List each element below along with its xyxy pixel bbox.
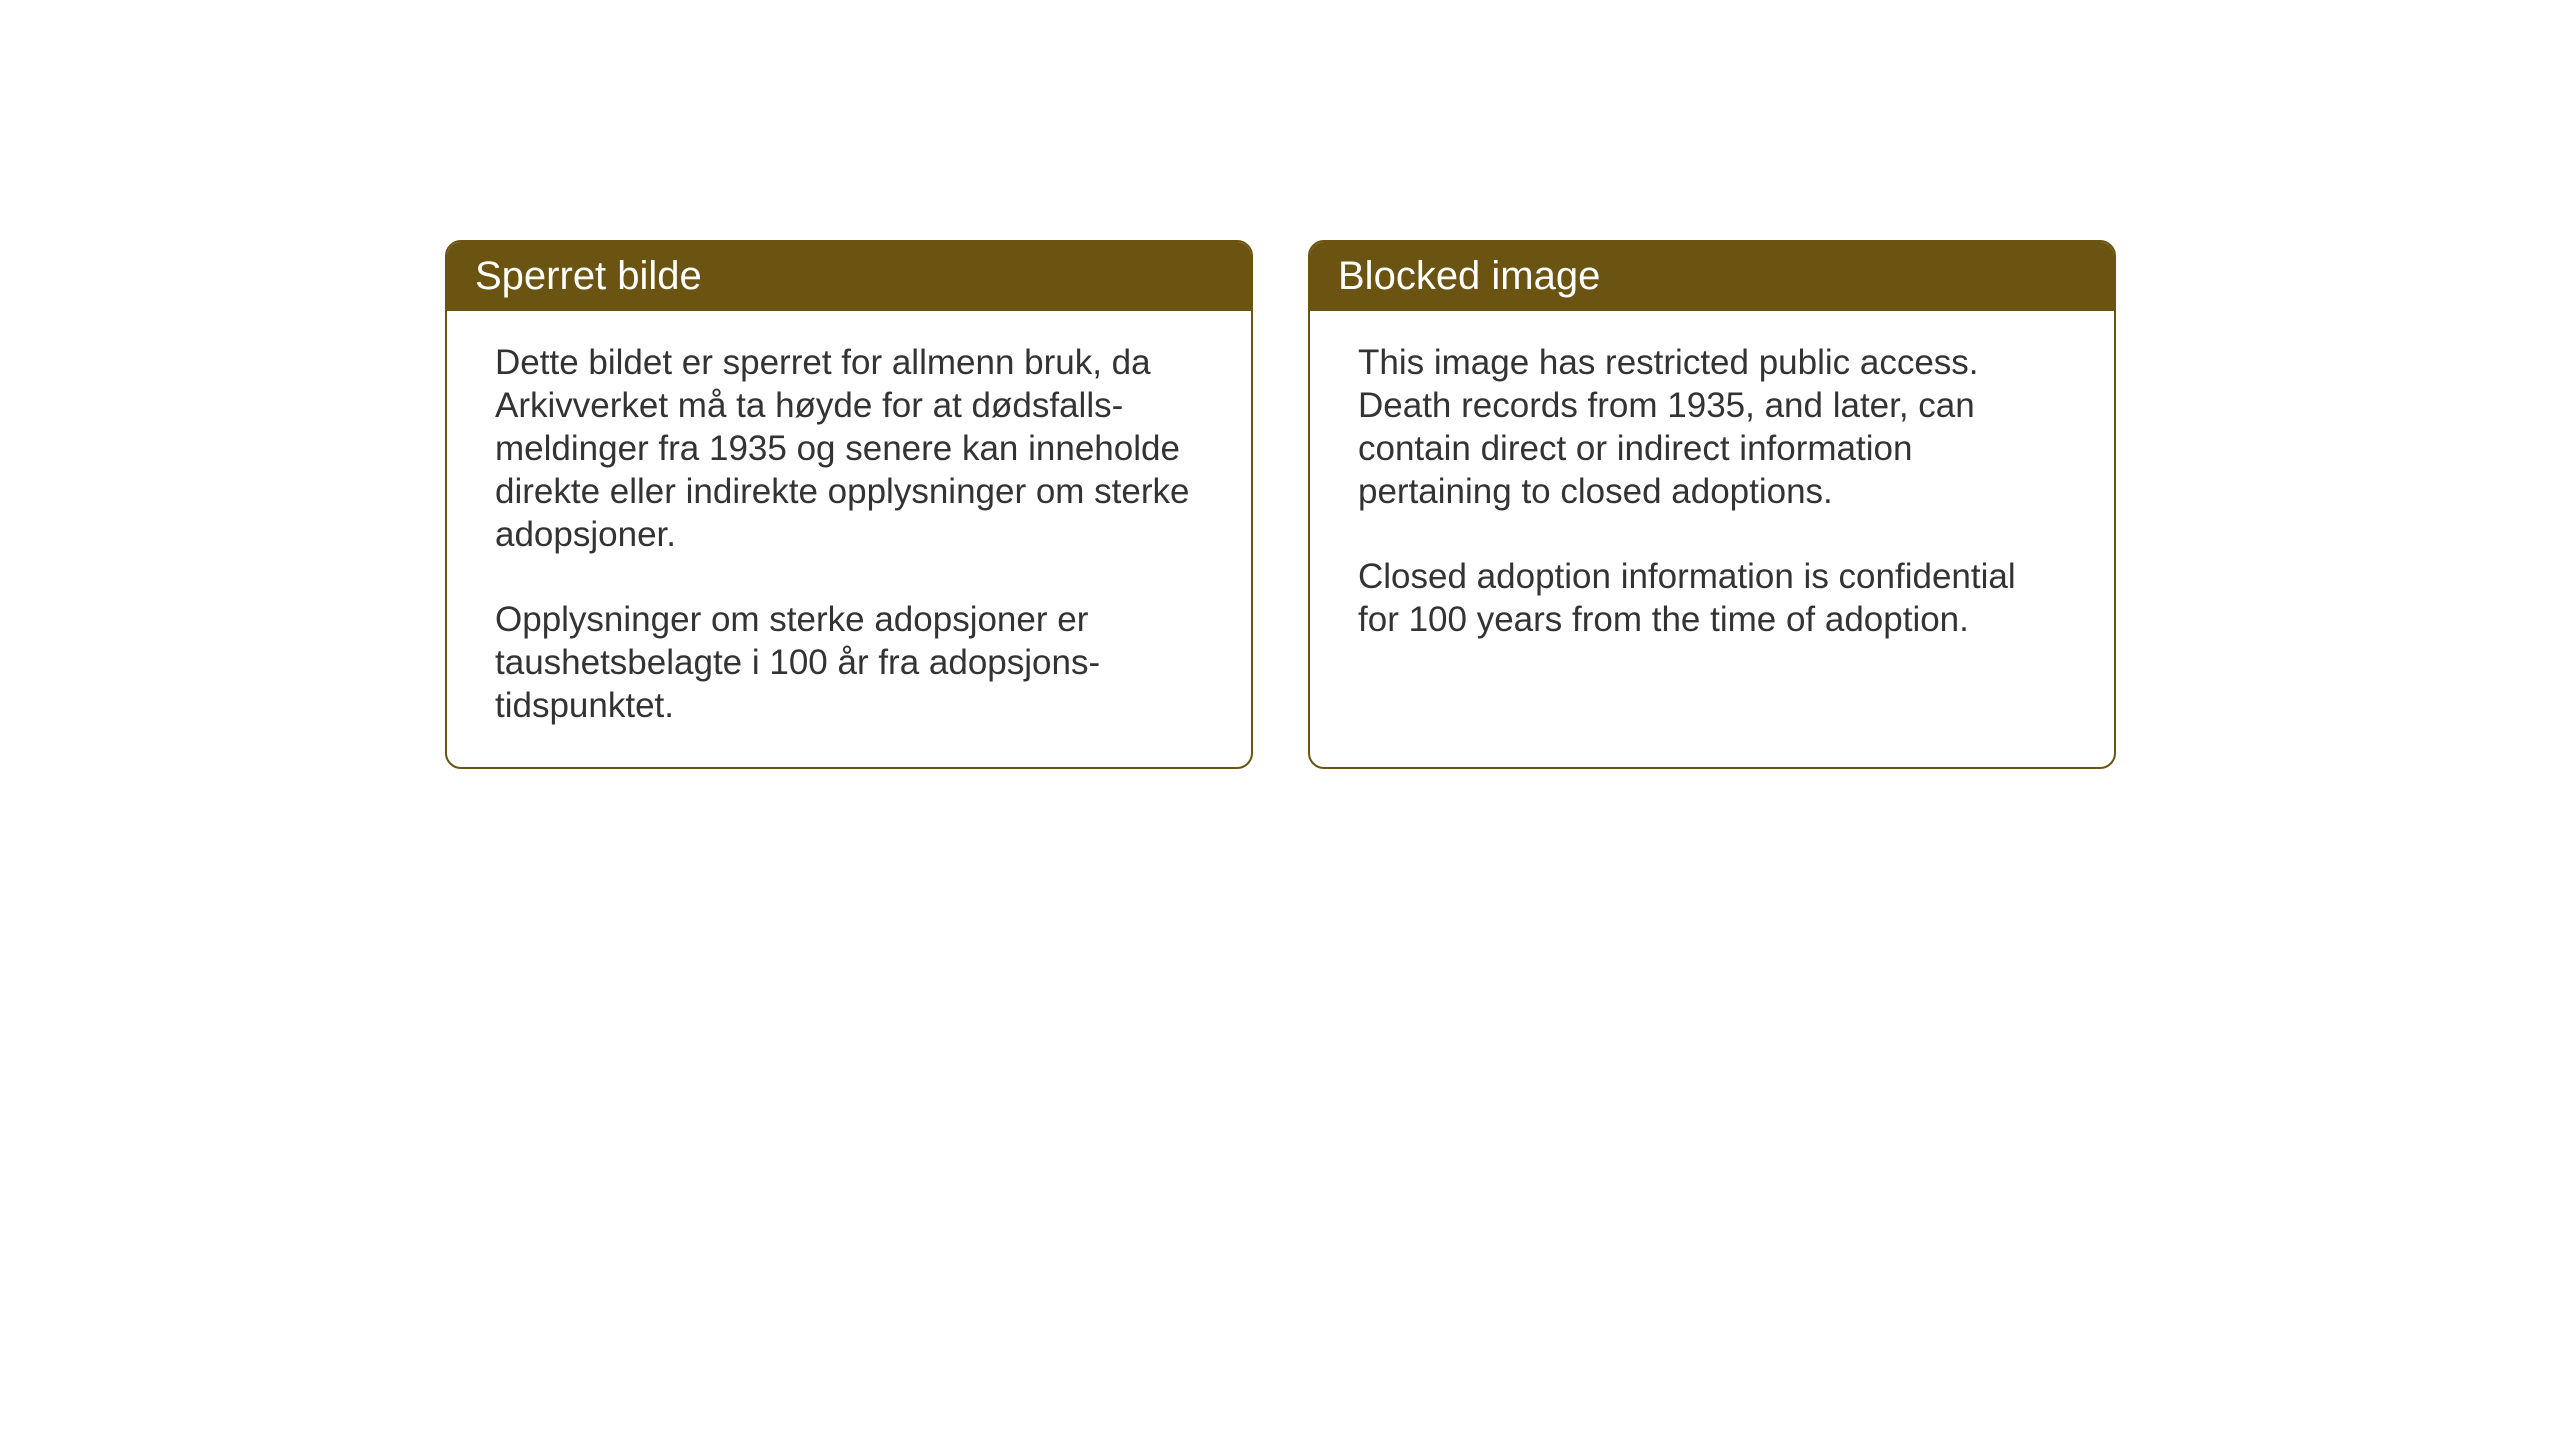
notice-paragraph-2-norwegian: Opplysninger om sterke adopsjoner er tau… [495,598,1203,727]
notice-body-norwegian: Dette bildet er sperret for allmenn bruk… [447,311,1251,767]
notice-body-english: This image has restricted public access.… [1310,311,2114,681]
notice-card-english: Blocked image This image has restricted … [1308,240,2116,769]
notice-paragraph-1-norwegian: Dette bildet er sperret for allmenn bruk… [495,341,1203,556]
notice-title-norwegian: Sperret bilde [475,254,702,298]
notice-container: Sperret bilde Dette bildet er sperret fo… [445,240,2116,769]
notice-header-norwegian: Sperret bilde [447,242,1251,311]
notice-card-norwegian: Sperret bilde Dette bildet er sperret fo… [445,240,1253,769]
notice-title-english: Blocked image [1338,254,1600,298]
notice-header-english: Blocked image [1310,242,2114,311]
notice-paragraph-2-english: Closed adoption information is confident… [1358,555,2066,641]
notice-paragraph-1-english: This image has restricted public access.… [1358,341,2066,513]
